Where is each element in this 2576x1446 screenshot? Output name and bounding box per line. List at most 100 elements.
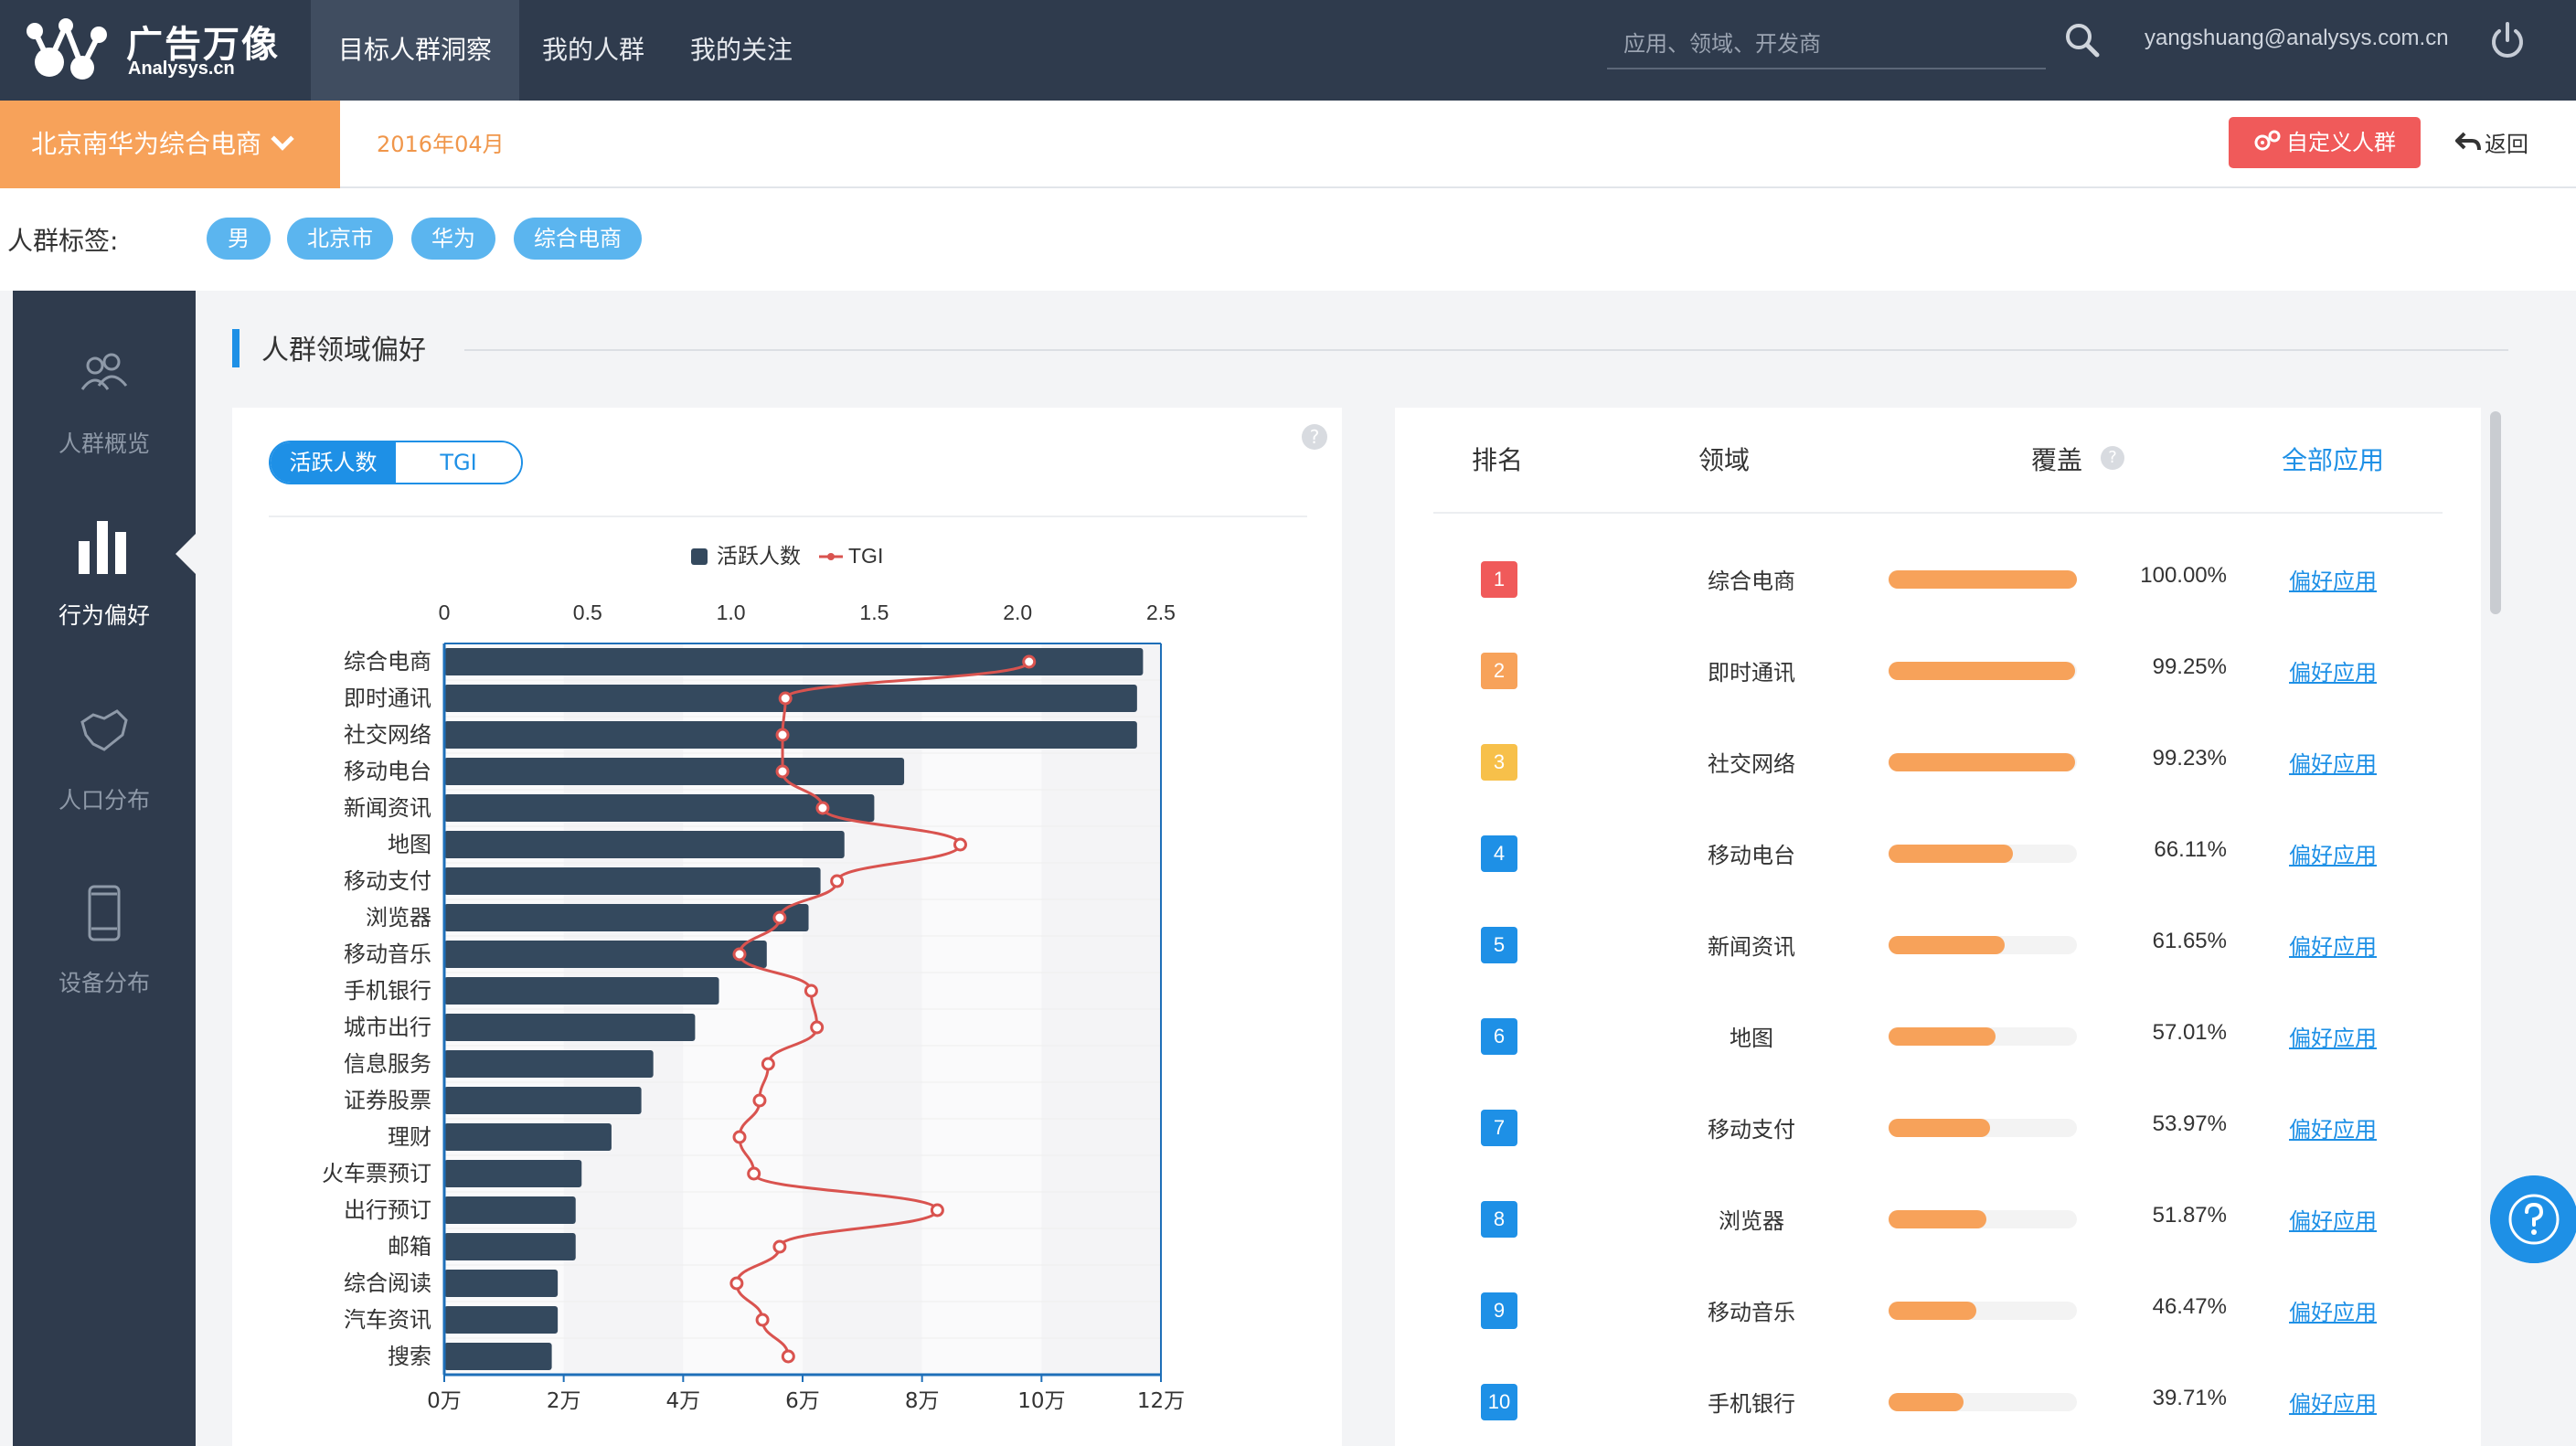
preferred-apps-link[interactable]: 偏好应用 <box>2289 1391 2377 1417</box>
tag-chip[interactable]: 男 <box>207 218 271 260</box>
tag-chip[interactable]: 综合电商 <box>514 218 642 260</box>
domain-name: 社交网络 <box>1708 751 1795 777</box>
coverage-bar-fill <box>1889 1119 1991 1137</box>
domain-name: 即时通讯 <box>1708 660 1795 686</box>
preferred-apps-link[interactable]: 偏好应用 <box>2289 1208 2377 1234</box>
help-icon[interactable]: ? <box>2101 446 2124 470</box>
custom-crowd-label: 自定义人群 <box>2286 130 2396 155</box>
preferred-apps-link[interactable]: 偏好应用 <box>2289 843 2377 868</box>
coverage-percent: 100.00% <box>2140 563 2227 588</box>
top-axis-tick-label: 2.0 <box>1003 601 1032 624</box>
tag-chip[interactable]: 华为 <box>411 218 495 260</box>
category-label: 信息服务 <box>344 1051 431 1077</box>
preferred-apps-link[interactable]: 偏好应用 <box>2289 1300 2377 1325</box>
sidebar: 人群概览 行为偏好 人口分布 设备分布 <box>13 291 196 1446</box>
bottom-axis-tick-label: 12万 <box>1137 1389 1185 1413</box>
section-title-marker <box>232 329 240 367</box>
category-label: 移动支付 <box>344 868 431 894</box>
tgi-point-移动音乐 <box>732 947 747 962</box>
rank-badge: 8 <box>1481 1201 1517 1238</box>
preferred-apps-link[interactable]: 偏好应用 <box>2289 1117 2377 1143</box>
bar-搜索 <box>444 1343 552 1370</box>
rank-badge: 3 <box>1481 744 1517 781</box>
search-input[interactable] <box>1607 22 2046 66</box>
domain-name: 移动支付 <box>1708 1117 1795 1143</box>
sidebar-item-population[interactable]: 人口分布 <box>13 684 196 867</box>
bar-理财 <box>444 1123 612 1151</box>
category-label: 邮箱 <box>388 1234 431 1260</box>
tgi-point-综合电商 <box>1022 654 1037 669</box>
coverage-bar-fill <box>1889 1393 1964 1411</box>
preferred-apps-link[interactable]: 偏好应用 <box>2289 751 2377 777</box>
table-row: 7 移动支付 53.97% 偏好应用 <box>1395 1080 2481 1172</box>
preferred-apps-link[interactable]: 偏好应用 <box>2289 660 2377 686</box>
sidebar-item-behavior[interactable]: 行为偏好 <box>13 499 196 682</box>
scrollbar-thumb[interactable] <box>2490 411 2501 614</box>
tgi-point-综合阅读 <box>729 1276 744 1291</box>
top-bar: 广告万像 Analysys.cn 目标人群洞察 我的人群 我的关注 yangsh… <box>0 0 2576 101</box>
gears-icon <box>2254 130 2281 151</box>
bar-新闻资讯 <box>444 794 875 822</box>
nav-item-my-follows[interactable]: 我的关注 <box>690 35 793 65</box>
floating-help-button[interactable] <box>2490 1175 2576 1263</box>
category-label: 火车票预订 <box>322 1161 431 1186</box>
bottom-axis-tick-label: 4万 <box>666 1389 701 1413</box>
domain-name: 综合电商 <box>1708 569 1795 594</box>
coverage-bar-fill <box>1889 1302 1976 1320</box>
sub-bar: 北京南华为综合电商 2016年04月 自定义人群 返回 <box>0 101 2576 188</box>
nav-item-my-crowds[interactable]: 我的人群 <box>542 35 645 65</box>
coverage-bar-fill <box>1889 570 2077 589</box>
coverage-bar-fill <box>1889 936 2005 954</box>
tag-chip[interactable]: 北京市 <box>287 218 393 260</box>
back-button[interactable]: 返回 <box>2454 126 2528 158</box>
power-icon[interactable] <box>2488 20 2527 62</box>
bar-综合阅读 <box>444 1270 559 1297</box>
people-icon <box>80 353 128 390</box>
metric-toggle: 活跃人数 TGI <box>269 441 523 484</box>
domain-preference-chart: 活跃人数 TGI 0 0.5 1.0 1.5 2.0 2.5 0万 2万 4万 6万 8万 10万 12万 综… <box>322 544 1185 1413</box>
section-divider <box>464 349 2508 351</box>
tgi-point-证券股票 <box>752 1093 767 1108</box>
preferred-apps-link[interactable]: 偏好应用 <box>2289 934 2377 960</box>
tgi-point-地图 <box>953 837 967 852</box>
crowd-select-dropdown[interactable]: 北京南华为综合电商 <box>0 101 340 188</box>
toggle-active-users[interactable]: 活跃人数 <box>271 442 396 483</box>
user-email[interactable]: yangshuang@analysys.com.cn <box>2145 26 2449 50</box>
table-row: 10 手机银行 39.71% 偏好应用 <box>1395 1355 2481 1446</box>
rank-badge: 10 <box>1481 1384 1517 1420</box>
nav-item-target-insight[interactable]: 目标人群洞察 <box>311 0 520 101</box>
category-label: 移动音乐 <box>344 941 431 967</box>
sidebar-item-overview[interactable]: 人群概览 <box>13 327 196 510</box>
tgi-point-搜索 <box>781 1349 795 1364</box>
category-label: 综合电商 <box>344 649 431 675</box>
preferred-apps-link[interactable]: 偏好应用 <box>2289 1026 2377 1051</box>
sidebar-item-device[interactable]: 设备分布 <box>13 867 196 1049</box>
help-icon[interactable]: ? <box>1302 424 1327 450</box>
bar-出行预订 <box>444 1196 576 1224</box>
preferred-apps-link[interactable]: 偏好应用 <box>2289 569 2377 594</box>
header-domain: 领域 <box>1698 445 1751 475</box>
rank-badge: 2 <box>1481 653 1517 689</box>
bottom-axis-tick-label: 6万 <box>785 1389 820 1413</box>
custom-crowd-button[interactable]: 自定义人群 <box>2229 117 2421 168</box>
coverage-bar-fill <box>1889 1210 1986 1228</box>
bar-浏览器 <box>444 904 809 931</box>
back-arrow-icon <box>2454 132 2481 151</box>
search-box <box>1607 22 2046 69</box>
coverage-percent: 57.01% <box>2152 1020 2227 1045</box>
header-all-apps-link[interactable]: 全部应用 <box>2282 445 2385 475</box>
logo[interactable]: 广告万像 Analysys.cn <box>22 9 296 91</box>
search-icon[interactable] <box>2062 20 2102 60</box>
category-label: 搜索 <box>388 1344 431 1369</box>
chevron-down-icon <box>271 127 294 151</box>
coverage-percent: 66.11% <box>2154 837 2227 862</box>
table-row: 1 综合电商 100.00% 偏好应用 <box>1395 532 2481 623</box>
bottom-axis-tick-label: 10万 <box>1017 1389 1065 1413</box>
scrollbar[interactable] <box>2486 408 2505 1446</box>
toggle-tgi[interactable]: TGI <box>396 442 521 483</box>
bar-信息服务 <box>444 1050 654 1078</box>
tgi-point-社交网络 <box>775 728 790 742</box>
bar-地图 <box>444 831 845 858</box>
top-axis-tick-label: 0 <box>439 601 451 624</box>
tgi-point-信息服务 <box>761 1057 775 1071</box>
